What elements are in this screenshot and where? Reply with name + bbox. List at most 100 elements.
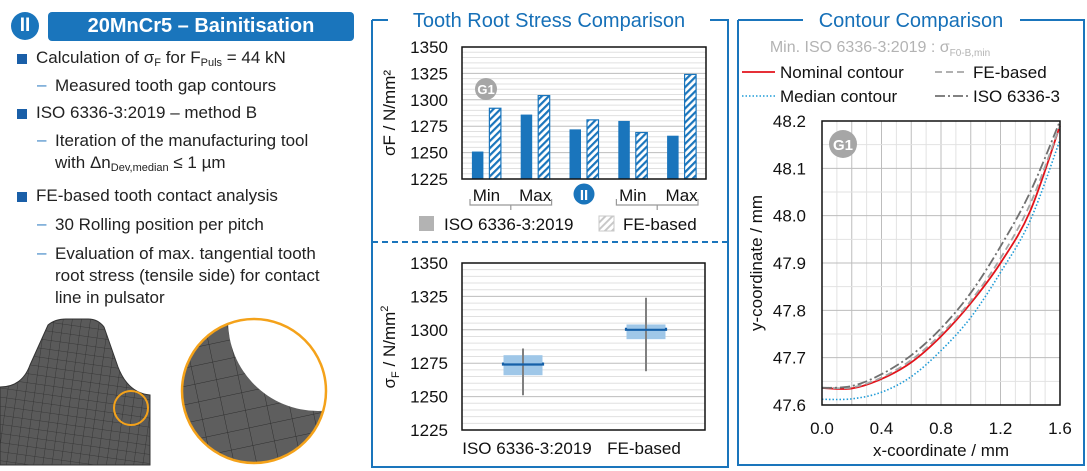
dash-icon: – xyxy=(37,243,47,262)
x-tick-label: 0.4 xyxy=(870,419,894,438)
middle-panel-frame: Tooth Root Stress Comparison xyxy=(371,10,729,468)
legend-label-fe: FE-based xyxy=(623,215,697,234)
x-axis-label: x-coordinate / mm xyxy=(873,441,1009,460)
y-tick-label: 1325 xyxy=(410,64,448,83)
legend-swatch-fe xyxy=(598,215,615,232)
y-tick-label: 48.0 xyxy=(773,207,806,226)
y-axis-label: σF / N/mm2 xyxy=(379,306,402,389)
right-panel-frame: Contour Comparison Min. ISO 6336-3:2019 … xyxy=(737,10,1085,466)
bar-fe-based xyxy=(635,131,648,180)
sub-bullet-evaluation: Evaluation of max. tangential tooth root … xyxy=(55,244,320,307)
dash-icon: – xyxy=(37,75,47,94)
y-tick-label: 1325 xyxy=(410,287,448,306)
bar-chart: 1225 1250 1275 1300 1325 1350 σF / N/mm² Min Max… xyxy=(380,38,707,234)
series-line-fe-based xyxy=(821,125,1061,390)
y-tick-label: 1275 xyxy=(410,117,448,136)
g1-badge xyxy=(475,78,497,100)
bullet-fe-analysis: FE-based tooth contact analysis xyxy=(36,186,278,205)
group-bracket xyxy=(615,199,699,210)
section-badge: II xyxy=(11,12,39,40)
group-bracket xyxy=(469,199,553,210)
box-chart: 1225 1250 1275 1300 1325 1350 σF / N/mm2 ISO 63… xyxy=(379,254,706,458)
y-tick-label: 1225 xyxy=(410,421,448,440)
bar-iso xyxy=(569,129,581,179)
y-tick-label: 48.1 xyxy=(773,159,806,178)
series-line-nominal-contour xyxy=(821,125,1061,390)
plot-frame xyxy=(461,262,706,431)
y-tick-label: 47.8 xyxy=(773,301,806,320)
bar-fe-based xyxy=(537,94,551,180)
y-tick-label: 1250 xyxy=(410,388,448,407)
y-axis-label: σF / N/mm² xyxy=(380,70,399,156)
highlight-circle-small xyxy=(113,390,149,426)
bar-iso xyxy=(520,114,533,179)
middle-panel-title: Tooth Root Stress Comparison xyxy=(413,10,685,32)
legend-label: Median contour xyxy=(780,87,898,106)
x-category-label: Min xyxy=(473,186,500,205)
bar-iso xyxy=(618,120,630,179)
g1-badge-text: G1 xyxy=(477,82,494,97)
y-label-sub: F xyxy=(390,371,402,378)
bar-fe-based xyxy=(683,73,697,180)
x-tick-label: 0.0 xyxy=(810,419,834,438)
dash-icon: – xyxy=(37,214,47,233)
y-tick-label: 1350 xyxy=(410,254,448,273)
section-title: 20MnCr5 – Bainitisation xyxy=(48,12,354,41)
y-label-main: σ xyxy=(380,377,399,388)
bullet-square-icon xyxy=(17,109,27,119)
legend-label-iso: ISO 6336-3:2019 xyxy=(444,215,573,234)
sub-bullet-rolling: 30 Rolling position per pitch xyxy=(55,215,264,234)
x-category-label: Max xyxy=(666,186,699,205)
x-tick-label: 0.8 xyxy=(929,419,953,438)
plot-frame xyxy=(821,120,1061,406)
y-tick-label: 47.7 xyxy=(773,349,806,368)
median-line xyxy=(501,362,545,366)
x-tick-label: 1.6 xyxy=(1048,419,1072,438)
plot-frame xyxy=(461,46,707,180)
bar-fe-based xyxy=(488,107,502,180)
bullet-calculation: Calculation of σF for FPuls = 44 kN xyxy=(36,48,286,69)
series-line-median-contour xyxy=(821,139,1061,401)
legend-label: FE-based xyxy=(973,63,1047,82)
legend-swatch-iso xyxy=(419,216,434,231)
highlight-circle-large xyxy=(180,317,328,465)
bar-iso xyxy=(667,135,679,179)
group-badge-text: II xyxy=(580,187,588,204)
bullet-iso-method: ISO 6336-3:2019 – method B xyxy=(36,103,258,122)
chart-subtitle: Min. ISO 6336-3:2019 : σF0-B,min xyxy=(770,39,990,59)
y-tick-label: 47.6 xyxy=(773,396,806,415)
x-category-label: FE-based xyxy=(607,439,681,458)
y-tick-label: 1225 xyxy=(410,170,448,189)
x-category-label: Max xyxy=(519,186,552,205)
gear-tooth-mesh xyxy=(0,318,151,466)
gear-mesh-images xyxy=(0,317,328,466)
y-tick-label: 1275 xyxy=(410,354,448,373)
sub-bullet-iteration: Iteration of the manufacturing tool with … xyxy=(55,131,309,174)
y-label-rest: / N/mm xyxy=(380,312,399,372)
y-label-sup: 2 xyxy=(379,306,391,312)
bar-fe-based xyxy=(586,119,600,180)
y-tick-label: 1300 xyxy=(410,91,448,110)
y-tick-label: 1350 xyxy=(410,38,448,57)
y-tick-label: 48.2 xyxy=(773,112,806,131)
series-line-iso-6336-3 xyxy=(821,120,1061,389)
y-tick-label: 47.9 xyxy=(773,254,806,273)
legend-label: ISO 6336-3 xyxy=(973,87,1060,106)
right-panel-title: Contour Comparison xyxy=(819,10,1004,32)
legend-label: Nominal contour xyxy=(780,63,904,82)
bullet-square-icon xyxy=(17,192,27,202)
x-category-label: Min xyxy=(619,186,646,205)
sub-bullet-contours: Measured tooth gap contours xyxy=(55,76,277,95)
y-tick-label: 1250 xyxy=(410,144,448,163)
dash-icon: – xyxy=(37,130,47,149)
g1-badge-text: G1 xyxy=(833,137,853,154)
median-line xyxy=(624,327,668,331)
bullet-square-icon xyxy=(17,54,27,64)
y-axis-label: y-coordinate / mm xyxy=(747,195,766,331)
x-tick-label: 1.2 xyxy=(989,419,1013,438)
g1-badge xyxy=(829,130,857,158)
group-badge-ii xyxy=(573,183,595,205)
bar-iso xyxy=(471,151,484,179)
